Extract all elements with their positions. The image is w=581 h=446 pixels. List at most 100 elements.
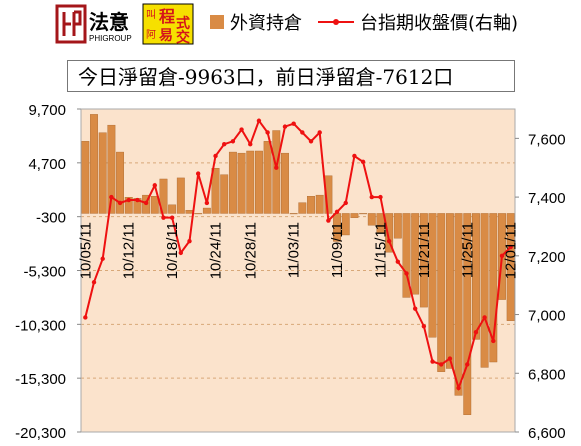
bar <box>228 151 237 214</box>
price-point <box>109 194 114 200</box>
logo-badge-char-4: 易 <box>159 28 173 44</box>
price-point <box>473 329 479 335</box>
bar <box>168 204 177 214</box>
logo-badge-small-2: 阿 <box>146 29 156 41</box>
bar <box>393 213 402 239</box>
bar <box>202 207 211 214</box>
price-point <box>369 194 374 200</box>
bar <box>194 213 203 215</box>
bar <box>107 124 116 214</box>
legend: 外資持倉 台指期收盤價(右軸) <box>210 8 518 36</box>
right-y-axis: 7,600 7,400 7,200 7,000 6,800 6,600 <box>515 131 566 442</box>
bar <box>298 202 307 214</box>
bar <box>411 213 420 295</box>
price-point <box>100 256 105 261</box>
x-tick-label: 10/18/11 <box>164 222 181 279</box>
price-point <box>143 200 149 206</box>
y-tick-label: -15,300 <box>15 371 66 388</box>
price-point <box>282 124 288 129</box>
bar <box>116 151 124 214</box>
x-tick-label: 11/25/11 <box>459 222 476 278</box>
bar <box>289 213 298 215</box>
bar <box>237 152 246 214</box>
bar <box>341 213 350 236</box>
y2-tick-label: 6,800 <box>528 366 566 383</box>
price-point <box>308 139 314 144</box>
bar <box>428 213 437 338</box>
price-point <box>499 253 505 259</box>
price-point <box>178 250 184 256</box>
bar <box>263 141 272 214</box>
price-point <box>135 197 140 203</box>
price-point <box>482 315 487 320</box>
line-series <box>83 118 513 392</box>
price-point <box>386 238 392 244</box>
bar <box>315 194 324 214</box>
price-point <box>360 159 366 165</box>
bar <box>385 213 394 253</box>
logo-brand-text: 法意 <box>89 10 129 34</box>
legend-line-label: 台指期收盤價(右軸) <box>360 13 519 34</box>
logo-seal-glyph <box>62 10 82 36</box>
price-point <box>334 209 340 214</box>
bar <box>419 213 428 308</box>
bar <box>124 197 133 214</box>
x-tick-label: 11/21/11 <box>416 222 433 278</box>
legend-bar-swatch <box>210 15 224 29</box>
bar <box>472 213 480 340</box>
x-tick-label: 10/24/11 <box>208 222 225 279</box>
price-point <box>126 197 131 203</box>
bar <box>185 210 194 214</box>
bar <box>159 178 168 214</box>
bar <box>98 132 107 214</box>
price-point <box>248 142 253 147</box>
logo-badge <box>142 3 194 45</box>
bar <box>480 213 489 368</box>
x-tick-label: 10/12/11 <box>121 222 138 279</box>
y-tick-label: 9,700 <box>28 102 66 119</box>
price-point <box>256 118 262 123</box>
price-point <box>378 194 383 200</box>
price-point <box>187 238 192 244</box>
x-tick-label: 11/09/11 <box>329 222 346 278</box>
bar <box>281 152 289 214</box>
price-point <box>465 362 470 367</box>
price-point <box>195 171 201 176</box>
y2-tick-label: 7,000 <box>528 308 566 325</box>
price-point <box>222 142 227 147</box>
price-point <box>204 200 210 206</box>
y2-tick-label: 6,600 <box>528 425 566 442</box>
bar <box>437 213 446 372</box>
y-tick-label: -20,300 <box>15 425 66 442</box>
bar <box>272 130 281 214</box>
price-point <box>326 218 331 223</box>
price-point <box>421 324 427 329</box>
price-point <box>213 153 218 159</box>
summary-box: 今日淨留倉-9963口，前日淨留倉-7612口 <box>67 60 515 92</box>
bar <box>211 168 220 214</box>
bar <box>367 213 376 226</box>
price-point <box>300 130 305 135</box>
bar <box>81 141 90 214</box>
price-point <box>456 385 461 391</box>
bar <box>150 196 159 214</box>
legend-bar-label: 外資持倉 <box>230 13 302 34</box>
logo-brand-sub: PHIGROUP <box>89 34 132 43</box>
y2-tick-label: 7,200 <box>528 249 566 266</box>
logo-badge-small-1: 叫 <box>146 9 156 21</box>
x-tick-label: 12/01/11 <box>503 222 520 279</box>
bar <box>506 213 515 321</box>
y-tick-label: -5,300 <box>23 264 66 281</box>
bar-series <box>81 114 515 415</box>
bar <box>255 150 263 214</box>
logo-seal-icon <box>55 4 87 44</box>
price-point <box>291 121 296 126</box>
bar <box>376 213 385 234</box>
logo-badge-char-1: 程 <box>159 7 175 26</box>
logo-badge-char-3: 交 <box>176 29 190 46</box>
y-tick-label: -10,300 <box>15 317 66 334</box>
price-point <box>83 315 88 320</box>
price-point <box>239 127 244 132</box>
bar <box>359 213 368 215</box>
